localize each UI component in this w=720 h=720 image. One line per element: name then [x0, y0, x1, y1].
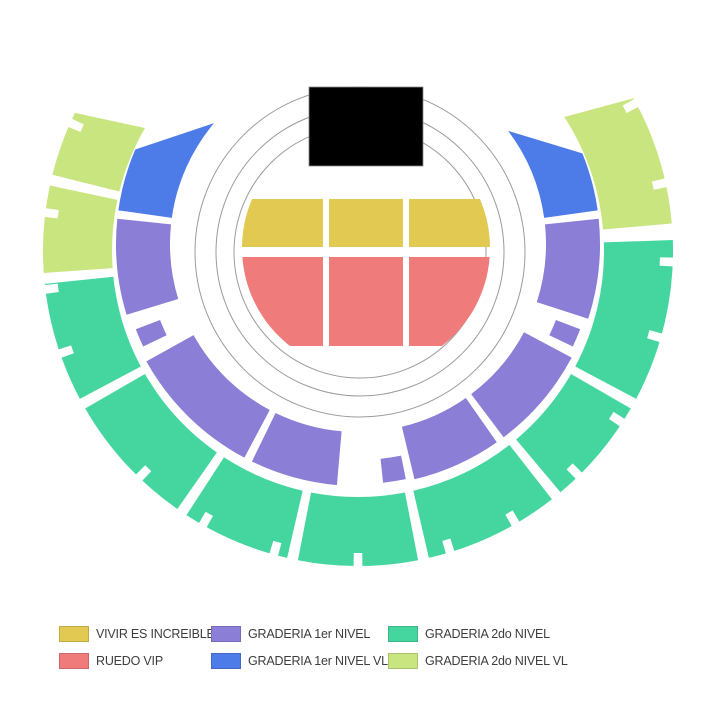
entrance-tab-right: [549, 319, 581, 347]
legend-column-3: GRADERIA 2do NIVEL GRADERIA 2do NIVEL VL: [388, 626, 568, 669]
legend-item-graderia-2do-nivel: GRADERIA 2do NIVEL: [388, 626, 568, 642]
seat-aisle-notch: [442, 538, 455, 556]
seat-aisle-notch: [566, 463, 584, 481]
floor-block-vivir-1[interactable]: [242, 199, 323, 247]
section-graderia-1er-nivel-right-2[interactable]: [471, 332, 572, 438]
graderia-2do-nivel-swatch: [388, 626, 418, 642]
section-graderia-2do-nivel-right-2[interactable]: [516, 374, 631, 493]
section-graderia-1er-nivel-left-2[interactable]: [146, 335, 270, 458]
section-graderia-2do-nivel-left-3[interactable]: [186, 457, 303, 558]
section-graderia-2do-nivel-left-2[interactable]: [85, 374, 217, 510]
seat-aisle-notch: [353, 552, 363, 569]
section-graderia-1er-nivel-right-1[interactable]: [536, 218, 600, 319]
section-graderia-2do-nivel-bottom[interactable]: [297, 492, 419, 566]
legend-item-ruedo-vip: RUEDO VIP: [59, 653, 215, 669]
section-graderia-2do-nivel-right-1[interactable]: [575, 240, 674, 399]
seat-aisle-notch: [134, 465, 152, 483]
legend-label: GRADERIA 2do NIVEL: [425, 627, 550, 641]
floor-block-ruedo-2[interactable]: [329, 257, 403, 346]
legend-item-graderia-2do-nivel-vl: GRADERIA 2do NIVEL VL: [388, 653, 568, 669]
seat-aisle-notch: [198, 511, 213, 530]
legend-label: GRADERIA 1er NIVEL: [248, 627, 371, 641]
legend-label: GRADERIA 1er NIVEL VL: [248, 654, 388, 668]
section-graderia-1er-nivel-vl-right[interactable]: [508, 130, 598, 218]
seat-aisle-notch: [608, 411, 627, 428]
section-graderia-1er-nivel-left-1[interactable]: [116, 218, 179, 315]
legend-column-1: VIVIR ES INCREIBLE RUEDO VIP: [59, 626, 215, 669]
seat-aisle-notch: [622, 98, 640, 113]
graderia-2do-nivel-vl-swatch: [388, 653, 418, 669]
seat-aisle-notch: [651, 178, 669, 190]
section-graderia-2do-nivel-right-3[interactable]: [413, 444, 552, 558]
ruedo-vip-swatch: [59, 653, 89, 669]
floor-block-vivir-2[interactable]: [329, 199, 403, 247]
seat-aisle-notch: [647, 330, 664, 343]
section-graderia-2do-nivel-vl-left-lower[interactable]: [43, 185, 118, 273]
legend-item-graderia-1er-nivel-vl: GRADERIA 1er NIVEL VL: [211, 653, 388, 669]
entrance-tab-left: [135, 319, 167, 347]
section-graderia-2do-nivel-vl-left-upper[interactable]: [52, 112, 145, 192]
legend: VIVIR ES INCREIBLE RUEDO VIP GRADERIA 1e…: [59, 626, 659, 686]
floor-block-ruedo-1[interactable]: [242, 257, 323, 346]
section-graderia-1er-nivel-vl-left[interactable]: [118, 123, 214, 218]
legend-item-vivir-es-increible: VIVIR ES INCREIBLE: [59, 626, 215, 642]
entrance-tab-bottom: [380, 455, 406, 483]
graderia-1er-nivel-vl-swatch: [211, 653, 241, 669]
seat-aisle-notch: [269, 540, 282, 558]
seat-aisle-notch: [505, 510, 521, 528]
seat-aisle-notch: [66, 118, 84, 133]
floor-sections: [242, 199, 490, 346]
seat-aisle-notch: [42, 207, 59, 219]
seat-aisle-notch: [42, 283, 59, 295]
section-graderia-2do-nivel-vl-right[interactable]: [564, 98, 672, 230]
stage: [308, 86, 424, 167]
legend-label: VIVIR ES INCREIBLE: [96, 627, 215, 641]
section-graderia-1er-nivel-right-3[interactable]: [401, 398, 497, 480]
legend-item-graderia-1er-nivel: GRADERIA 1er NIVEL: [211, 626, 388, 642]
legend-column-2: GRADERIA 1er NIVEL GRADERIA 1er NIVEL VL: [211, 626, 388, 669]
vivir-es-increible-swatch: [59, 626, 89, 642]
section-graderia-2do-nivel-left-1[interactable]: [44, 276, 141, 399]
legend-label: RUEDO VIP: [96, 654, 163, 668]
legend-label: GRADERIA 2do NIVEL VL: [425, 654, 568, 668]
seat-aisle-notch: [56, 345, 74, 359]
section-graderia-1er-nivel-left-3[interactable]: [251, 412, 342, 486]
floor-block-vivir-3[interactable]: [409, 199, 490, 247]
seat-aisle-notch: [659, 257, 675, 267]
floor-block-ruedo-3[interactable]: [409, 257, 490, 346]
graderia-1er-nivel-swatch: [211, 626, 241, 642]
